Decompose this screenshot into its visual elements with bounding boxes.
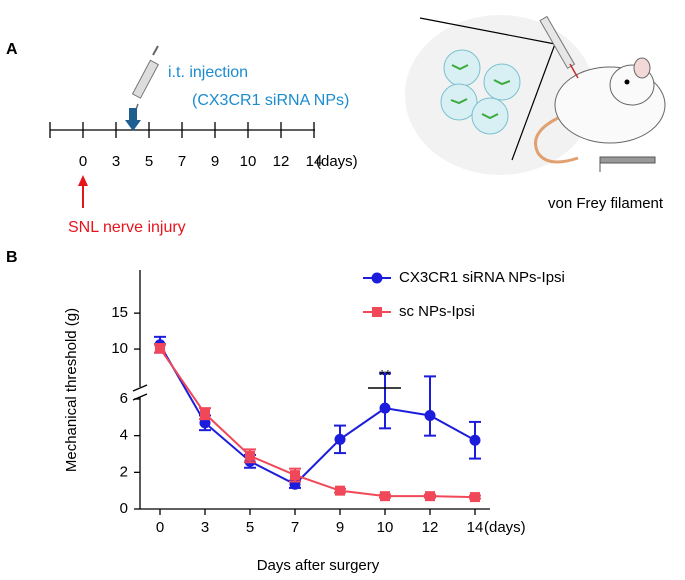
y-tick-label: 2	[120, 463, 128, 480]
y-tick-label: 0	[120, 500, 128, 517]
timeline-label: 3	[112, 153, 120, 170]
data-point	[334, 433, 346, 445]
error-bar	[379, 372, 391, 430]
data-point	[290, 470, 300, 481]
data-point	[245, 450, 255, 461]
axis-break	[132, 384, 148, 392]
y-tick-label: 10	[111, 340, 128, 357]
panel-label: B	[6, 249, 18, 266]
data-point	[424, 410, 436, 421]
x-unit: (days)	[484, 519, 526, 536]
series-line	[159, 344, 476, 486]
x-tick-label: 5	[246, 519, 254, 536]
injury-arrow	[78, 175, 88, 208]
injury-label: SNL nerve injury	[68, 219, 186, 236]
error-bar	[424, 375, 436, 437]
data-point	[470, 492, 480, 503]
x-tick-label: 12	[422, 519, 439, 536]
x-tick-label: 10	[377, 519, 394, 536]
timeline-unit: (days)	[316, 153, 358, 170]
legend-marker	[371, 272, 383, 284]
timeline-label: 0	[79, 153, 87, 170]
illustration	[405, 15, 666, 175]
syringe-small	[131, 45, 160, 113]
legend-label: sc NPs-Ipsi	[399, 303, 475, 320]
x-tick-label: 9	[336, 519, 344, 536]
timeline-label: 7	[178, 153, 186, 170]
timeline-label: 10	[240, 153, 257, 170]
legend-marker	[372, 307, 382, 317]
plot	[132, 270, 490, 515]
injection-title: i.t. injection	[168, 64, 248, 81]
x-tick-label: 14	[467, 519, 484, 536]
panel-label: A	[6, 41, 18, 58]
x-tick-label: 0	[156, 519, 164, 536]
injection-arrow	[125, 108, 141, 131]
y-tick-label: 6	[120, 390, 128, 407]
x-tick-label: 3	[201, 519, 209, 536]
y-tick-label: 4	[120, 427, 128, 444]
data-point	[155, 343, 165, 354]
timeline	[49, 122, 315, 138]
y-axis-label: Mechanical threshold (g)	[63, 308, 80, 472]
timeline-label: 12	[273, 153, 290, 170]
data-point	[335, 485, 345, 496]
timeline-label: 9	[211, 153, 219, 170]
x-axis-label: Days after surgery	[257, 557, 380, 574]
y-tick-label: 15	[111, 304, 128, 321]
timeline-label: 5	[145, 153, 153, 170]
x-tick-label: 7	[291, 519, 299, 536]
series-line	[159, 347, 476, 499]
significance: **	[379, 367, 391, 384]
data-point	[469, 434, 481, 446]
data-point	[380, 491, 390, 502]
device-label: von Frey filament	[548, 195, 664, 212]
legend-label: CX3CR1 siRNA NPs-Ipsi	[399, 269, 565, 286]
injection-agent: (CX3CR1 siRNA NPs)	[192, 92, 349, 109]
data-point	[379, 402, 391, 414]
data-point	[425, 491, 435, 502]
timeline-label: 14	[306, 153, 323, 170]
data-point	[200, 408, 210, 419]
